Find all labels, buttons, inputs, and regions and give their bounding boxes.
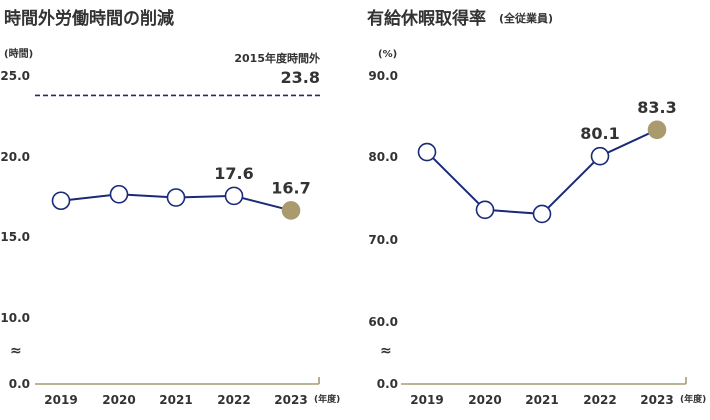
x-axis-unit: (年度)	[314, 393, 340, 405]
y-tick-label: 70.0	[368, 233, 398, 247]
y-tick-label: 10.0	[0, 311, 30, 325]
chart-title: 時間外労働時間の削減	[4, 8, 174, 29]
x-tick-label: 2022	[583, 393, 616, 407]
x-tick-label: 2023	[640, 393, 673, 407]
chart-title: 有給休暇取得率	[367, 8, 486, 29]
paid-leave-chart: 有給休暇取得率 (全従業員) (%) 0.0 60.0 70.0 80.0 90.0 ≈…	[367, 8, 706, 407]
data-point	[417, 142, 437, 162]
y-tick-label: 0.0	[377, 377, 398, 391]
chart-subtitle: (全従業員)	[499, 11, 553, 25]
data-label: 16.7	[271, 178, 310, 197]
y-tick-label: 0.0	[9, 377, 30, 391]
y-axis-unit: (%)	[378, 49, 397, 60]
x-tick-label: 2021	[159, 393, 192, 407]
y-tick-label: 60.0	[368, 315, 398, 329]
data-label: 17.6	[214, 164, 253, 183]
data-point	[590, 146, 610, 166]
y-axis-unit: (時間)	[4, 47, 33, 60]
x-tick-label: 2020	[102, 393, 135, 407]
y-tick-label: 15.0	[0, 230, 30, 244]
data-point-highlighted	[281, 201, 301, 220]
x-tick-label: 2019	[410, 393, 443, 407]
series-line	[426, 128, 658, 215]
overtime-chart: 時間外労働時間の削減 (時間) 0.0 10.0 15.0 20.0 25.0 ≈ 20…	[0, 8, 340, 407]
data-label: 83.3	[637, 98, 676, 117]
x-tick-label: 2019	[44, 393, 77, 407]
data-point	[109, 184, 129, 204]
y-tick-label: 20.0	[0, 150, 30, 164]
y-tick-label: 25.0	[0, 69, 30, 83]
x-tick-label: 2021	[525, 393, 558, 407]
x-tick-label: 2020	[468, 393, 501, 407]
y-tick-label: 90.0	[368, 69, 398, 83]
data-point-highlighted	[647, 120, 667, 140]
x-tick-label: 2023	[274, 393, 307, 407]
y-tick-label: 80.0	[368, 150, 398, 164]
axis-break-symbol: ≈	[10, 343, 22, 359]
reference-line-label: 2015年度時間外	[234, 51, 320, 65]
data-point	[166, 188, 186, 207]
data-point	[224, 186, 244, 206]
data-point	[532, 204, 552, 224]
reference-line-value: 23.8	[281, 68, 320, 87]
x-tick-label: 2022	[217, 393, 250, 407]
data-label: 80.1	[580, 124, 619, 143]
axis-break-symbol: ≈	[380, 343, 392, 359]
data-point	[475, 200, 495, 220]
x-axis-unit: (年度)	[680, 393, 706, 405]
data-point	[51, 191, 71, 211]
